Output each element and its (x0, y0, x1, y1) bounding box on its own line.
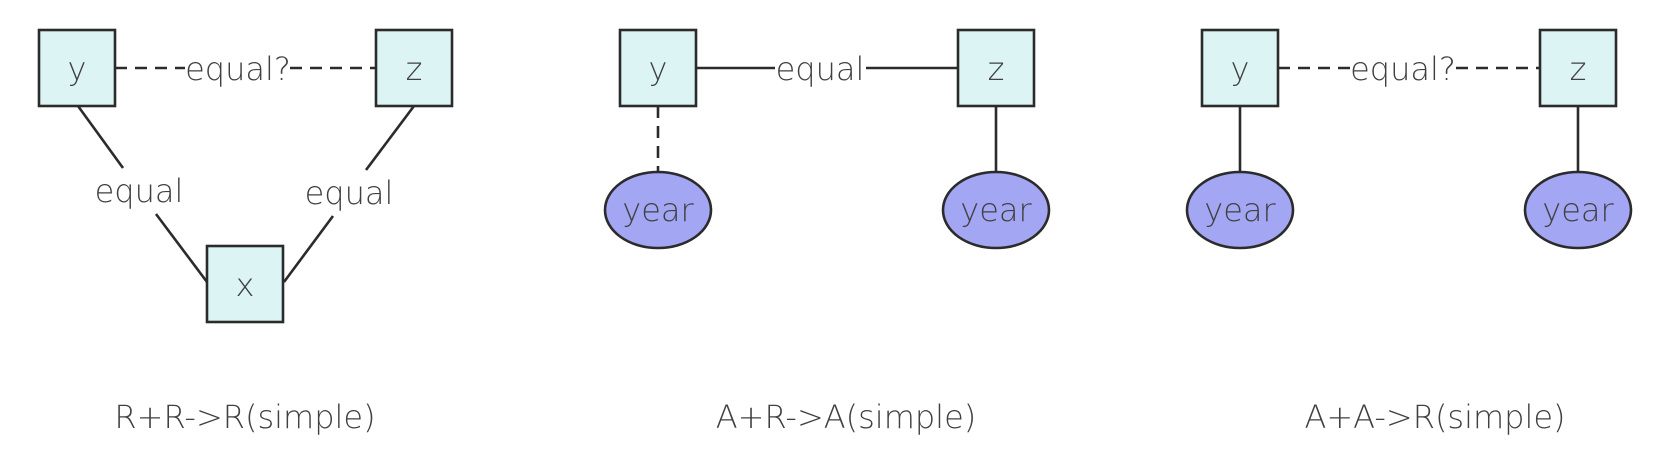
attribute-node-z-year: year (1523, 170, 1633, 250)
node-label-z: z (406, 50, 423, 88)
node-z: z (956, 28, 1036, 108)
node-label-x: x (236, 266, 255, 304)
node-label-z: z (1570, 50, 1587, 88)
panel-caption: A+R->A(simple) (716, 398, 976, 436)
node-x: x (205, 244, 285, 324)
attribute-node-y-year: year (603, 170, 713, 250)
node-label-y: y (68, 50, 87, 88)
edge-y-x-upper (76, 105, 125, 169)
node-y: y (618, 28, 698, 108)
attribute-label-y-year: year (1204, 191, 1276, 229)
attribute-node-z-year: year (941, 170, 1051, 250)
edge-z-x-lower (282, 215, 335, 283)
attribute-label-z-year: year (1542, 191, 1614, 229)
attribute-label-y-year: year (622, 191, 694, 229)
edge-label-z-x: equal (305, 174, 394, 212)
panel-r-r-r: equal? equal equal y z x R+R->R(simple) (37, 28, 454, 436)
edge-label-y-z: equal? (185, 50, 291, 88)
panel-caption: A+A->R(simple) (1304, 398, 1565, 436)
node-y: y (1200, 28, 1280, 108)
node-label-y: y (649, 50, 668, 88)
panel-a-r-a: equal y z year year A+R->A(simple) (603, 28, 1051, 436)
node-y: y (37, 28, 117, 108)
node-z: z (374, 28, 454, 108)
edge-label-y-z: equal? (1350, 50, 1456, 88)
panel-caption: R+R->R(simple) (114, 398, 375, 436)
edge-z-x-upper (364, 105, 416, 171)
node-z: z (1538, 28, 1618, 108)
node-label-y: y (1231, 50, 1250, 88)
attribute-node-y-year: year (1185, 170, 1295, 250)
edge-label-y-x: equal (95, 172, 184, 210)
node-label-z: z (988, 50, 1005, 88)
edge-label-y-z: equal (776, 50, 865, 88)
attribute-label-z-year: year (960, 191, 1032, 229)
edge-y-x-lower (154, 213, 209, 283)
panel-a-a-r: equal? y z year year A+A->R(simple) (1185, 28, 1633, 436)
